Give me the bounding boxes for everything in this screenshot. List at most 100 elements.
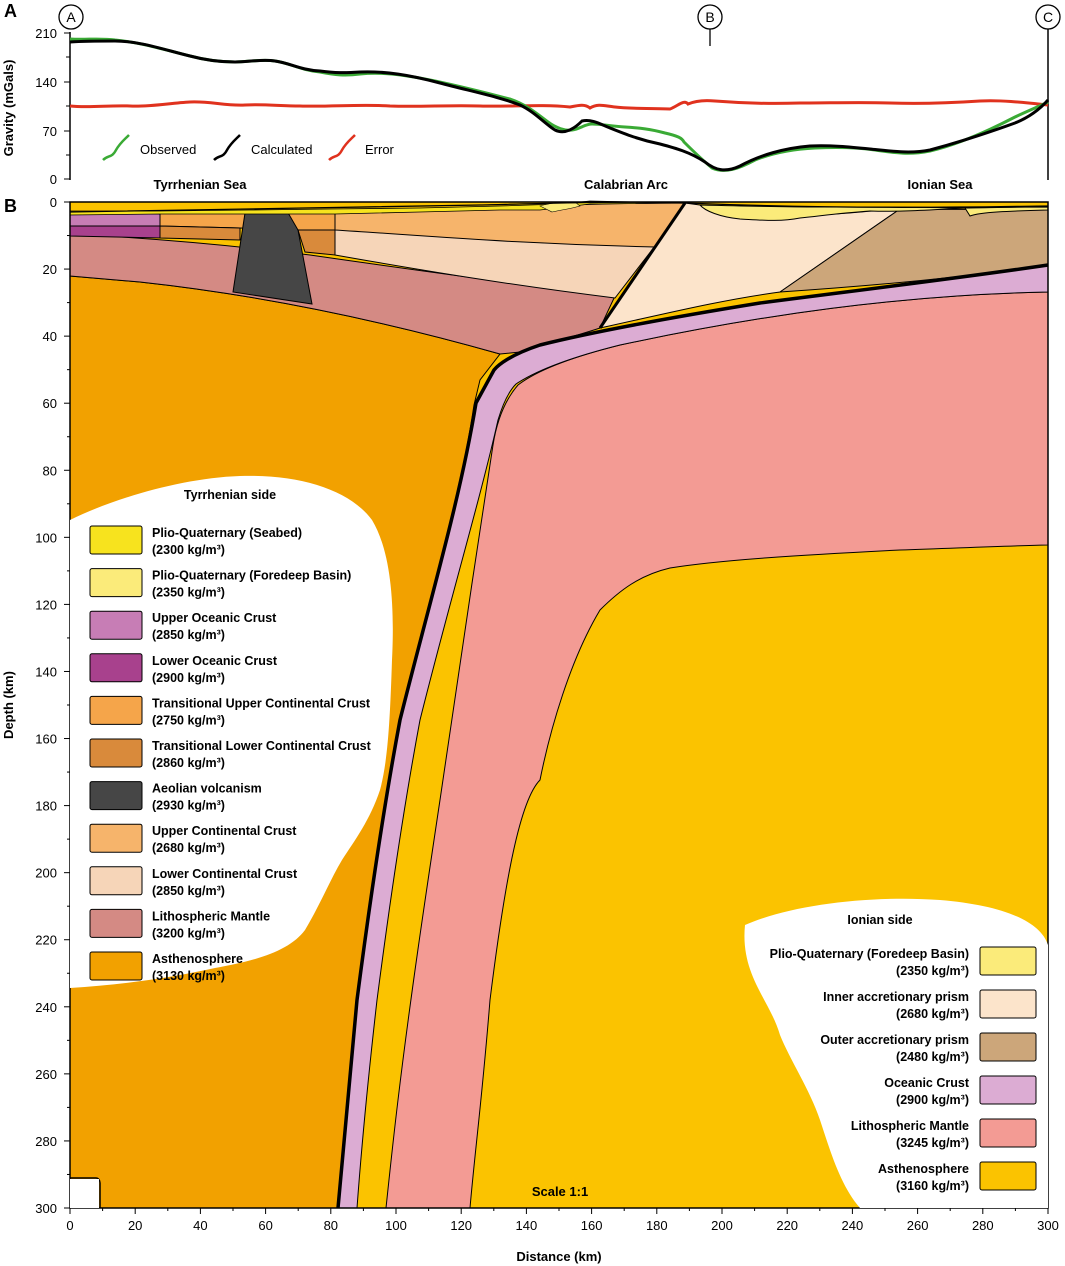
svg-text:C: C xyxy=(1043,9,1053,25)
legend-item-density: (2680 kg/m³) xyxy=(896,1007,969,1021)
xtick-b-160: 160 xyxy=(581,1218,603,1233)
section-marker-b: B xyxy=(697,4,723,46)
legend-tyrrhenian-item: Lithospheric Mantle (3200 kg/m³) xyxy=(89,908,270,940)
ytick-b-120: 120 xyxy=(35,597,57,612)
legend-item-name: Oceanic Crust xyxy=(884,1076,970,1090)
panel-b-xlabel: Distance (km) xyxy=(516,1249,601,1264)
legend-swatch xyxy=(979,946,1037,976)
region-ionian-sea: Ionian Sea xyxy=(907,177,973,192)
xtick-b-260: 260 xyxy=(907,1218,929,1233)
ytick-b-100: 100 xyxy=(35,530,57,545)
legend-item-name: Plio-Quaternary (Foredeep Basin) xyxy=(770,947,969,961)
panel-a-y-axis: 210 140 70 0 Gravity (mGals) xyxy=(1,26,71,187)
panel-a-legend: Observed Calculated Error xyxy=(102,134,395,161)
xtick-b-60: 60 xyxy=(258,1218,272,1233)
ytick-a-70: 70 xyxy=(43,124,57,139)
legend-ionian-item: Lithospheric Mantle (3245 kg/m³) xyxy=(851,1118,1037,1150)
ytick-b-240: 240 xyxy=(35,1000,57,1015)
ytick-a-140: 140 xyxy=(35,75,57,90)
legend-swatch xyxy=(89,738,143,768)
legend-item-name: Aeolian volcanism xyxy=(152,782,262,796)
legend-observed: Observed xyxy=(140,142,196,157)
svg-text:A: A xyxy=(66,9,76,25)
legend-ionian: Ionian side Plio-Quaternary (Foredeep Ba… xyxy=(744,898,1048,1208)
legend-swatch xyxy=(979,989,1037,1019)
legend-swatch xyxy=(89,525,143,555)
legend-swatch xyxy=(89,695,143,725)
legend-item-name: Asthenosphere xyxy=(878,1162,969,1176)
region-calabrian-arc: Calabrian Arc xyxy=(584,177,668,192)
region-tyrrhenian-sea: Tyrrhenian Sea xyxy=(154,177,248,192)
legend-swatch xyxy=(979,1032,1037,1062)
legend-ionian-item: Oceanic Crust (2900 kg/m³) xyxy=(884,1075,1037,1107)
legend-tyrrhenian-item: Plio-Quaternary (Seabed) (2300 kg/m³) xyxy=(89,525,302,557)
legend-tyrrhenian-item: Upper Oceanic Crust (2850 kg/m³) xyxy=(89,610,277,642)
panel-a-label: A xyxy=(4,1,17,21)
legend-item-name: Plio-Quaternary (Foredeep Basin) xyxy=(152,569,351,583)
ytick-b-160: 160 xyxy=(35,732,57,747)
legend-swatch xyxy=(979,1161,1037,1191)
panel-b-y-axis: Depth (km) 0 20 40 60 80 100 120 140 160 180 200 22… xyxy=(1,195,70,1216)
ytick-b-0: 0 xyxy=(50,195,57,210)
ytick-b-200: 200 xyxy=(35,866,57,881)
scale-label: Scale 1:1 xyxy=(532,1184,588,1199)
legend-swatch xyxy=(89,610,143,640)
legend-ionian-item: Inner accretionary prism (2680 kg/m³) xyxy=(823,989,1037,1021)
ytick-b-220: 220 xyxy=(35,933,57,948)
ytick-b-260: 260 xyxy=(35,1067,57,1082)
ytick-b-60: 60 xyxy=(43,396,57,411)
xtick-b-300: 300 xyxy=(1037,1218,1059,1233)
legend-swatch xyxy=(89,568,143,598)
xtick-b-140: 140 xyxy=(516,1218,538,1233)
legend-tyrrhenian-item: Asthenosphere (3130 kg/m³) xyxy=(89,951,243,983)
ytick-b-280: 280 xyxy=(35,1134,57,1149)
calculated-curve xyxy=(69,39,1050,172)
xtick-b-220: 220 xyxy=(776,1218,798,1233)
panel-a-ylabel: Gravity (mGals) xyxy=(1,60,16,157)
xtick-b-20: 20 xyxy=(128,1218,142,1233)
legend-tyrrhenian-title: Tyrrhenian side xyxy=(184,488,276,502)
legend-item-density: (2350 kg/m³) xyxy=(152,586,225,600)
legend-error: Error xyxy=(365,142,395,157)
legend-item-density: (2900 kg/m³) xyxy=(896,1093,969,1107)
panel-b-label: B xyxy=(4,196,17,216)
legend-swatch xyxy=(89,823,143,853)
ytick-a-210: 210 xyxy=(35,26,57,41)
legend-item-density: (2300 kg/m³) xyxy=(152,543,225,557)
xtick-b-80: 80 xyxy=(324,1218,338,1233)
legend-ionian-item: Asthenosphere (3160 kg/m³) xyxy=(878,1161,1037,1193)
panel-b-x-axis: Distance (km) 0 20 40 60 80 100 120 140 160 180 20… xyxy=(66,1208,1059,1264)
xtick-b-120: 120 xyxy=(450,1218,472,1233)
legend-item-density: (3130 kg/m³) xyxy=(152,969,225,983)
legend-item-name: Upper Oceanic Crust xyxy=(152,611,277,625)
xtick-b-200: 200 xyxy=(711,1218,733,1233)
legend-item-name: Lithospheric Mantle xyxy=(851,1119,969,1133)
legend-item-density: (2750 kg/m³) xyxy=(152,713,225,727)
legend-tyrrhenian-item: Transitional Lower Continental Crust (286… xyxy=(89,738,372,770)
ytick-b-180: 180 xyxy=(35,799,57,814)
legend-item-density: (2680 kg/m³) xyxy=(152,841,225,855)
legend-swatch xyxy=(89,951,143,981)
ytick-b-300: 300 xyxy=(35,1201,57,1216)
xtick-b-240: 240 xyxy=(842,1218,864,1233)
legend-tyrrhenian-item: Transitional Upper Continental Crust (275… xyxy=(89,695,371,727)
legend-item-density: (3200 kg/m³) xyxy=(152,926,225,940)
section-marker-a: A xyxy=(58,4,84,30)
legend-tyrrhenian-item: Lower Oceanic Crust (2900 kg/m³) xyxy=(89,653,278,685)
legend-ionian-item: Outer accretionary prism (2480 kg/m³) xyxy=(820,1032,1037,1064)
legend-item-density: (2350 kg/m³) xyxy=(896,964,969,978)
legend-swatch xyxy=(89,781,143,811)
legend-item-density: (3245 kg/m³) xyxy=(896,1136,969,1150)
ytick-b-80: 80 xyxy=(43,463,57,478)
legend-tyrrhenian: Tyrrhenian side Plio-Quaternary (Seabed)… xyxy=(70,475,393,988)
ytick-b-40: 40 xyxy=(43,329,57,344)
xtick-b-0: 0 xyxy=(66,1218,73,1233)
xtick-b-180: 180 xyxy=(646,1218,668,1233)
xtick-b-40: 40 xyxy=(193,1218,207,1233)
legend-item-name: Lower Continental Crust xyxy=(152,867,298,881)
svg-text:B: B xyxy=(705,9,714,25)
legend-swatch xyxy=(979,1075,1037,1105)
legend-item-name: Transitional Lower Continental Crust xyxy=(152,739,372,753)
legend-item-density: (2930 kg/m³) xyxy=(152,799,225,813)
